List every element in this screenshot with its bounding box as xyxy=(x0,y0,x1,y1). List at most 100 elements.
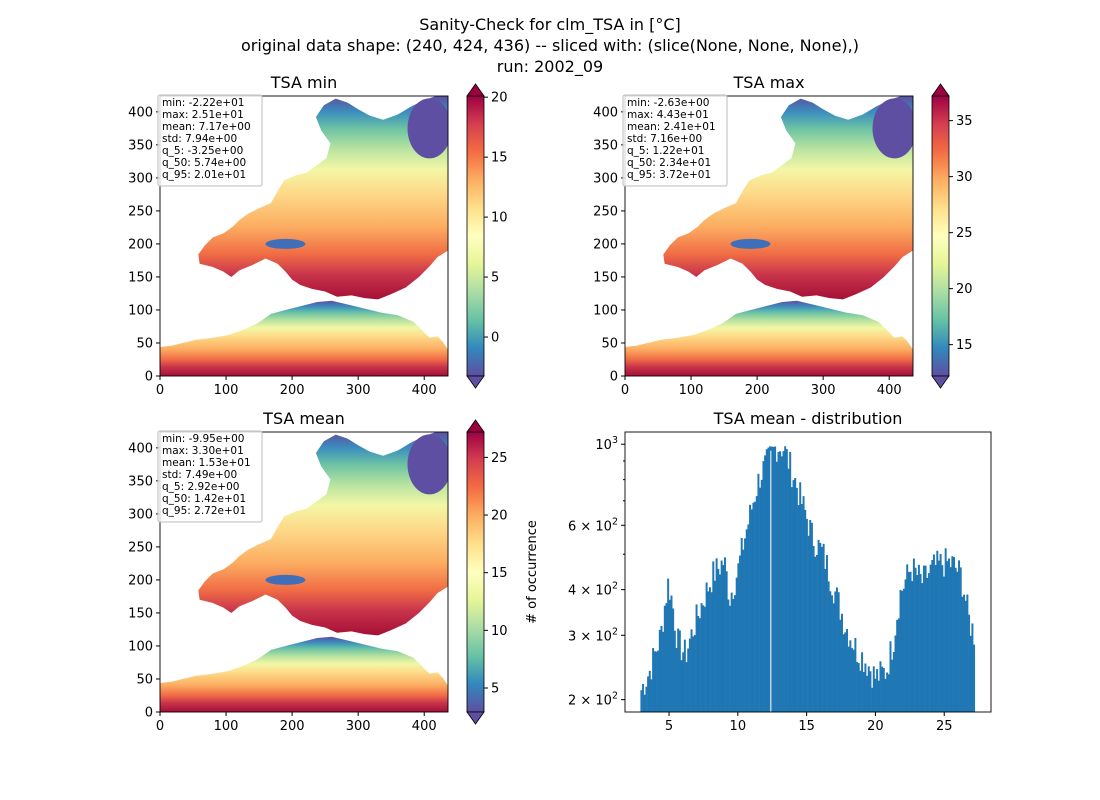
colorbar-body xyxy=(931,95,950,377)
colorbar-extend-max xyxy=(466,419,485,433)
y-tick-label: 250 xyxy=(128,204,153,219)
x-tick-label: 0 xyxy=(621,383,629,398)
x-tick-label: 400 xyxy=(412,719,437,734)
x-tick-label: 5 xyxy=(665,719,673,734)
stat-line: q_50: 5.74e+00 xyxy=(162,157,246,169)
histogram-bar xyxy=(820,546,823,712)
histogram-bar xyxy=(934,564,937,712)
histogram-bar xyxy=(889,641,892,712)
title-line-3: run: 2002_09 xyxy=(497,57,603,77)
histogram-bar xyxy=(911,581,914,712)
histogram-bar xyxy=(723,557,726,712)
histogram-bar xyxy=(832,603,835,712)
y-tick-label: 200 xyxy=(128,237,153,252)
histogram-bar xyxy=(805,518,808,712)
colorbar-extend-min xyxy=(466,375,485,389)
map-land-north xyxy=(198,432,448,636)
colorbar-tick-label: 15 xyxy=(491,566,508,581)
histogram-bar xyxy=(725,571,728,712)
histogram-bar xyxy=(772,446,775,712)
y-tick-label: 300 xyxy=(128,171,153,186)
histogram-bar xyxy=(670,595,673,712)
histogram-bar xyxy=(643,694,646,712)
histogram-bar xyxy=(762,461,765,712)
histogram-bar xyxy=(800,503,803,712)
histogram-bar xyxy=(902,588,905,712)
histogram-bar xyxy=(740,538,743,712)
x-tick-label: 300 xyxy=(346,719,371,734)
histogram-bar xyxy=(692,636,695,712)
y-tick-label: 100 xyxy=(128,639,153,654)
stat-line: q_5: -3.25e+00 xyxy=(162,145,243,157)
histogram-bar xyxy=(929,564,932,712)
map-cold-region xyxy=(407,434,448,495)
histogram-bar xyxy=(784,446,787,712)
colorbar-tick-label: 15 xyxy=(491,151,508,166)
histogram-bar xyxy=(665,603,668,712)
histogram-bar xyxy=(767,447,770,712)
histogram-bar xyxy=(896,619,899,712)
histogram-bar xyxy=(949,567,952,712)
histogram-bar xyxy=(841,613,843,712)
histogram-bar xyxy=(789,451,792,712)
histogram-bar xyxy=(948,558,950,712)
colorbar-tick-label: 10 xyxy=(491,624,508,639)
y-tick-label: 50 xyxy=(136,672,153,687)
colorbar-tick-label: 20 xyxy=(491,509,508,524)
stat-line: q_95: 2.01e+01 xyxy=(162,169,246,181)
stat-line: q_5: 1.22e+01 xyxy=(627,145,704,157)
histogram-bar xyxy=(921,583,924,712)
histogram-bar xyxy=(856,661,859,712)
y-tick-label: 50 xyxy=(136,336,153,351)
stat-line: min: -9.95e+00 xyxy=(162,433,244,445)
stat-line: max: 4.43e+01 xyxy=(627,109,709,121)
histogram-bar xyxy=(809,520,812,712)
x-tick-label: 100 xyxy=(214,719,239,734)
x-tick-label: 400 xyxy=(412,383,437,398)
colorbar-extend-min xyxy=(466,711,485,725)
histogram-bar xyxy=(760,479,763,712)
histogram-bar xyxy=(881,666,884,712)
y-tick-label: 50 xyxy=(601,336,618,351)
histogram-bar xyxy=(894,635,897,712)
histogram-bar xyxy=(939,553,942,712)
histogram-bar xyxy=(673,630,676,712)
histogram-bar xyxy=(836,587,838,712)
histogram-bar xyxy=(862,671,865,712)
x-tick-label: 300 xyxy=(811,383,836,398)
x-tick-label: 0 xyxy=(156,719,164,734)
histogram-bar xyxy=(757,473,760,712)
histogram-bar xyxy=(964,600,967,712)
histogram-bar xyxy=(655,651,658,712)
y-tick-label: 2 × 102 xyxy=(568,691,618,709)
stat-line: std: 7.16e+00 xyxy=(627,133,702,145)
colorbar-tick-label: 15 xyxy=(956,338,973,353)
histogram-bar xyxy=(852,649,855,712)
histogram-bar xyxy=(737,563,740,712)
stat-line: min: -2.63e+00 xyxy=(627,97,709,109)
histogram-bar xyxy=(912,558,915,712)
histogram-bar xyxy=(932,554,935,712)
title-line-1: Sanity-Check for clm_TSA in [°C] xyxy=(419,15,681,35)
histogram-bar xyxy=(697,615,700,712)
histogram-bar xyxy=(876,669,879,712)
histogram-bar xyxy=(944,548,947,712)
histogram-bar xyxy=(707,591,710,712)
histogram-bar xyxy=(645,686,648,712)
histogram-bar xyxy=(936,550,939,712)
colorbar-extend-max xyxy=(466,83,485,97)
histogram-bar xyxy=(747,524,750,712)
histogram-bar xyxy=(829,591,832,712)
y-tick-label: 150 xyxy=(128,606,153,621)
histogram-bar xyxy=(867,666,870,712)
histogram-bar xyxy=(904,579,907,712)
colorbar-tick-label: 20 xyxy=(491,91,508,106)
histogram-bar xyxy=(810,522,813,712)
histogram-bar xyxy=(657,650,660,712)
histogram-bar xyxy=(774,446,777,712)
histogram-bar xyxy=(729,605,731,712)
histogram-bar xyxy=(687,648,690,712)
